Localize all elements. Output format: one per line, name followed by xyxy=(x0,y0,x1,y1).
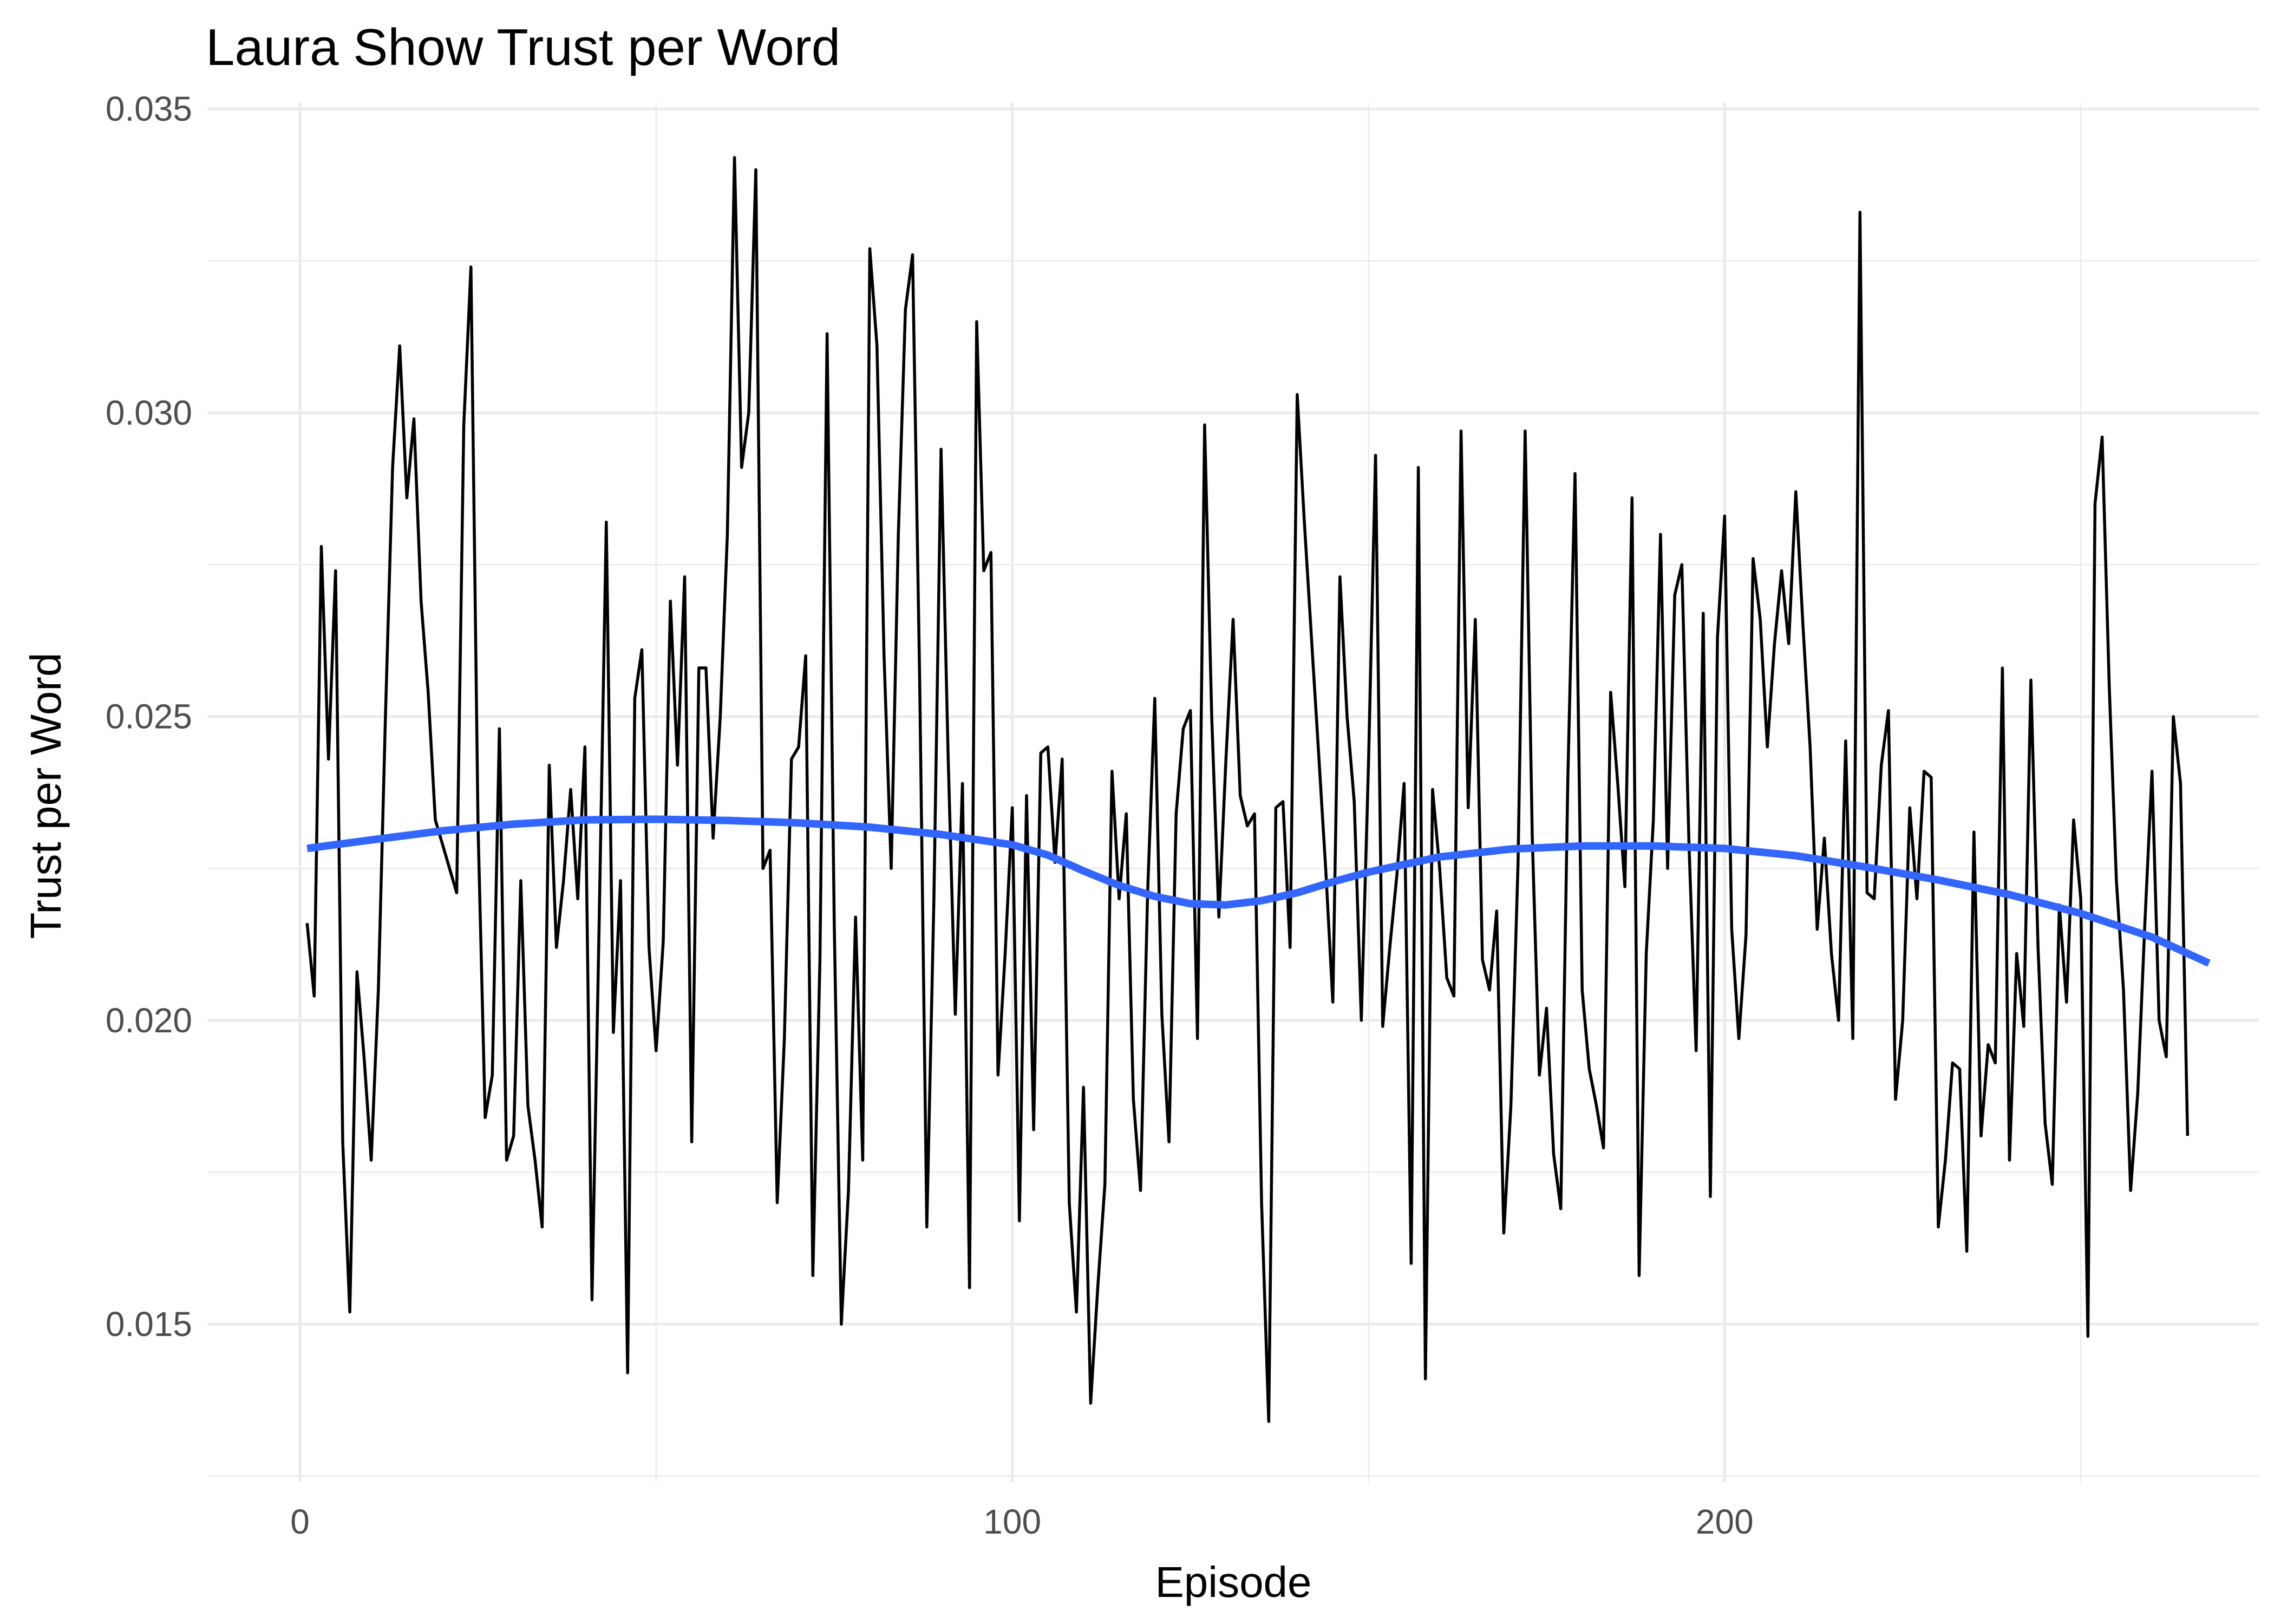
smooth-layer xyxy=(306,815,2211,967)
x-axis-title: Episode xyxy=(1155,1558,1311,1606)
y-axis-ticks: 0.015 0.020 0.025 0.030 0.035 xyxy=(106,89,192,1344)
major-gridlines xyxy=(207,103,2259,1482)
smooth-trend-line xyxy=(306,815,2211,967)
y-tick-label: 0.025 xyxy=(106,697,192,736)
y-tick-label: 0.035 xyxy=(106,89,192,128)
chart-title: Laura Show Trust per Word xyxy=(206,18,840,76)
x-tick-label: 100 xyxy=(983,1502,1041,1541)
series-layer xyxy=(305,156,2190,1423)
y-tick-label: 0.020 xyxy=(106,1001,192,1040)
y-tick-label: 0.030 xyxy=(106,393,192,432)
x-tick-label: 0 xyxy=(290,1502,310,1541)
series-line xyxy=(305,156,2190,1423)
y-tick-label: 0.015 xyxy=(106,1305,192,1344)
minor-gridlines xyxy=(207,103,2259,1482)
y-axis-title: Trust per Word xyxy=(22,652,70,939)
x-tick-label: 200 xyxy=(1696,1502,1754,1541)
x-axis-ticks: 0 100 200 xyxy=(290,1502,1753,1541)
